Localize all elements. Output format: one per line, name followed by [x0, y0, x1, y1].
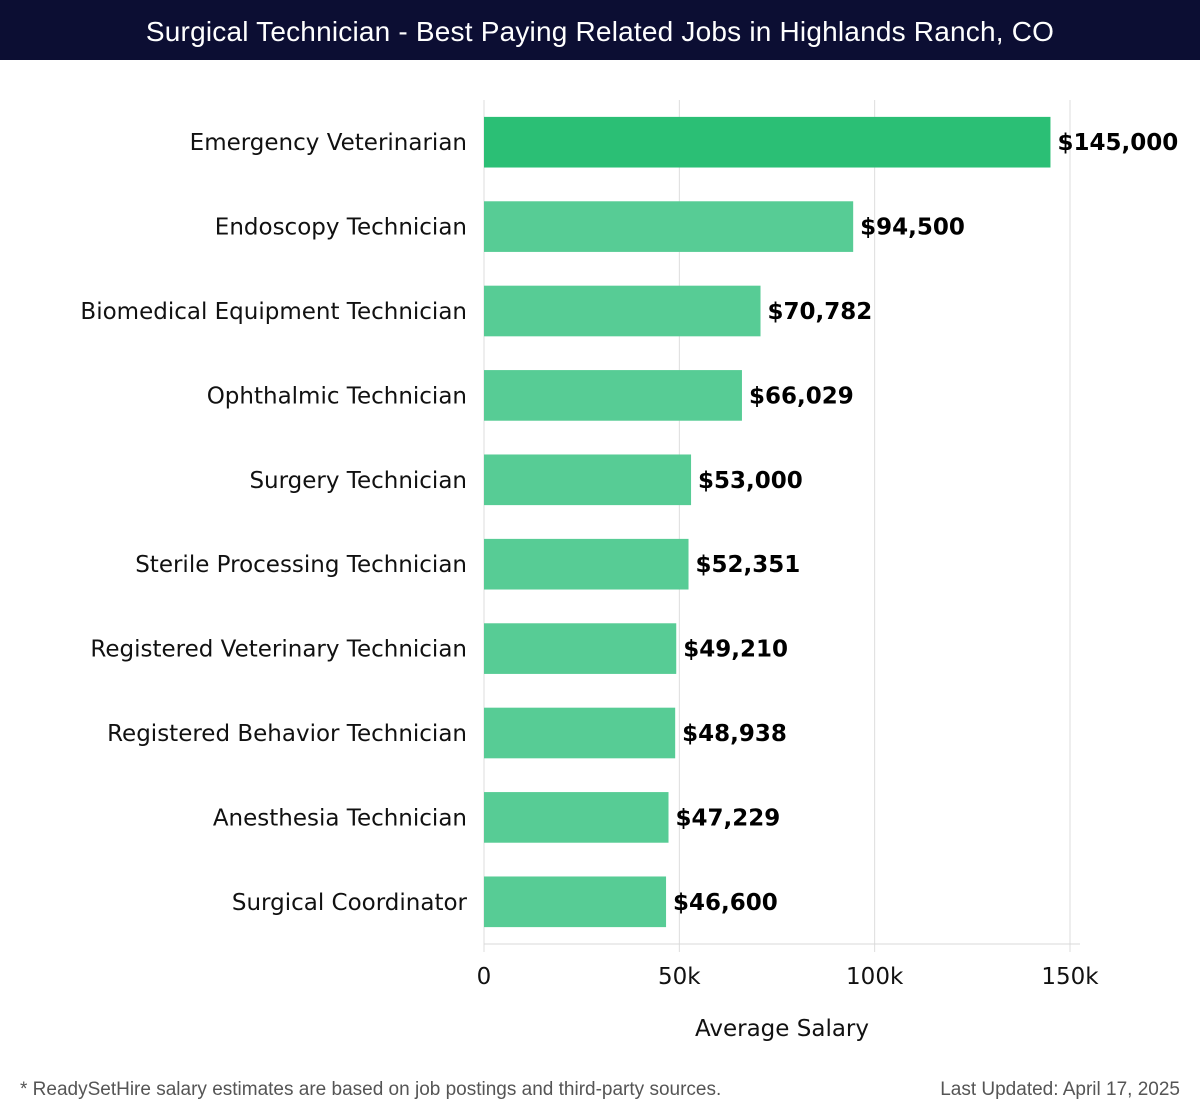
value-label: $66,029: [749, 383, 854, 409]
value-label: $52,351: [696, 552, 801, 578]
x-tick-label: 150k: [1041, 964, 1099, 990]
bar: [484, 285, 761, 337]
category-label: Sterile Processing Technician: [135, 552, 467, 578]
bar: [484, 370, 742, 421]
footer-updated: Last Updated: April 17, 2025: [940, 1079, 1180, 1100]
bar: [484, 454, 692, 506]
category-label: Endoscopy Technician: [215, 215, 467, 241]
bar: [484, 707, 676, 759]
value-label: $46,600: [673, 890, 778, 916]
bar: [484, 876, 667, 928]
value-label: $53,000: [698, 468, 803, 494]
category-label: Anesthesia Technician: [213, 805, 467, 831]
x-axis-title: Average Salary: [695, 1016, 869, 1042]
x-tick-label: 0: [477, 964, 492, 990]
bar: [484, 201, 854, 252]
value-label: $48,938: [682, 721, 787, 747]
category-label: Ophthalmic Technician: [207, 383, 467, 409]
x-tick-label: 100k: [846, 964, 904, 990]
category-label: Registered Veterinary Technician: [90, 637, 467, 663]
category-label: Emergency Veterinarian: [190, 130, 467, 156]
chart-title: Surgical Technician - Best Paying Relate…: [0, 0, 1200, 60]
value-labels: $145,000 $94,500 $70,782 $66,029 $53,000 $52,…: [673, 130, 1178, 916]
value-label: $47,229: [676, 805, 781, 831]
value-label: $145,000: [1057, 130, 1178, 156]
category-label: Surgery Technician: [249, 468, 467, 494]
category-label: Biomedical Equipment Technician: [80, 299, 467, 325]
value-label: $94,500: [860, 215, 965, 241]
footer-note: * ReadySetHire salary estimates are base…: [20, 1079, 722, 1100]
category-label: Surgical Coordinator: [232, 890, 468, 916]
category-label: Registered Behavior Technician: [107, 721, 467, 747]
value-label: $70,782: [768, 299, 873, 325]
x-axis: 0 50k 100k 150k: [477, 943, 1099, 990]
bar: [484, 623, 677, 674]
bars: [484, 116, 1051, 928]
x-tick-label: 50k: [658, 964, 701, 990]
category-labels: Emergency Veterinarian Endoscopy Technici…: [80, 130, 467, 916]
bar-chart: Emergency Veterinarian Endoscopy Technici…: [80, 100, 1178, 1042]
value-label: $49,210: [683, 637, 788, 663]
bar: [484, 792, 669, 843]
bar: [484, 116, 1051, 168]
bar: [484, 538, 689, 590]
